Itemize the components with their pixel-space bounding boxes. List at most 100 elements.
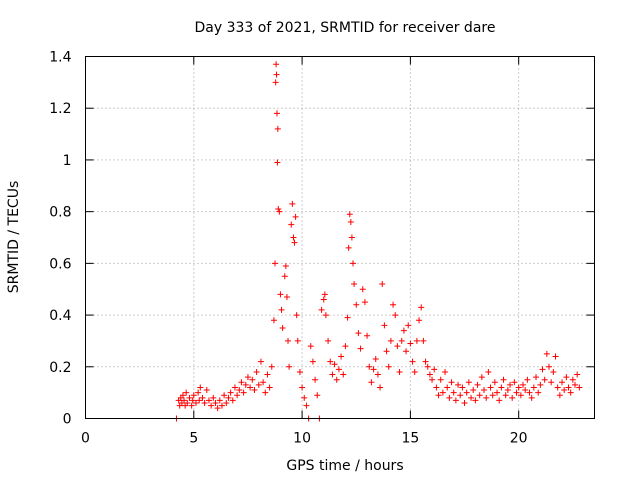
data-point: [274, 159, 281, 166]
data-point: [507, 381, 514, 388]
data-point: [500, 376, 507, 383]
data-point: [465, 379, 472, 386]
data-point: [481, 387, 488, 394]
data-point: [420, 337, 427, 344]
data-point: [273, 61, 280, 68]
data-point: [444, 384, 451, 391]
data-point: [249, 376, 256, 383]
data-point: [448, 379, 455, 386]
data-point: [372, 356, 379, 363]
data-point: [231, 384, 238, 391]
data-point: [569, 376, 576, 383]
data-point: [221, 392, 228, 399]
data-point: [320, 296, 327, 303]
grid-lines: [85, 56, 595, 419]
axis-ticks: [85, 56, 595, 419]
data-point: [509, 394, 516, 401]
data-point: [554, 384, 561, 391]
data-point: [227, 389, 234, 396]
data-point: [283, 293, 290, 300]
data-point: [476, 392, 483, 399]
data-point: [281, 273, 288, 280]
data-point: [273, 71, 280, 78]
data-point: [494, 389, 501, 396]
data-point: [537, 381, 544, 388]
data-point: [203, 387, 210, 394]
data-point: [234, 392, 241, 399]
data-point: [387, 337, 394, 344]
data-point: [333, 376, 340, 383]
data-point: [299, 384, 306, 391]
data-point: [218, 402, 225, 409]
data-point: [229, 397, 236, 404]
data-point: [290, 234, 297, 241]
data-point: [461, 399, 468, 406]
data-point: [277, 291, 284, 298]
data-point: [272, 79, 279, 86]
plot-frame: [85, 56, 595, 419]
data-point: [327, 358, 334, 365]
data-point: [472, 397, 479, 404]
data-point: [411, 368, 418, 375]
data-point: [205, 397, 212, 404]
data-point: [253, 368, 260, 375]
data-point: [392, 312, 399, 319]
data-point: [572, 381, 579, 388]
data-point: [359, 286, 366, 293]
data-point: [374, 371, 381, 378]
data-point: [522, 387, 529, 394]
data-point: [546, 363, 553, 370]
data-point: [275, 206, 282, 213]
data-point: [210, 394, 217, 401]
data-point: [242, 381, 249, 388]
data-point: [279, 325, 286, 331]
data-point: [264, 371, 271, 378]
data-point: [344, 314, 351, 321]
data-point: [201, 399, 208, 406]
data-point: [370, 366, 377, 373]
data-point: [528, 394, 535, 401]
data-point: [260, 379, 267, 386]
data-point: [301, 394, 308, 401]
data-point: [361, 299, 368, 306]
data-point: [400, 327, 407, 334]
data-point: [321, 291, 328, 298]
data-point: [455, 381, 462, 388]
data-point: [491, 379, 498, 386]
data-point: [285, 337, 292, 344]
x-tick-label: 5: [189, 431, 198, 447]
data-point: [208, 402, 215, 409]
data-point: [348, 234, 355, 241]
data-point: [351, 281, 358, 288]
data-point: [407, 340, 414, 347]
data-point: [282, 262, 289, 269]
data-point: [236, 387, 243, 394]
data-point: [322, 312, 329, 319]
data-point: [390, 301, 397, 308]
data-point: [535, 389, 542, 396]
data-point: [470, 387, 477, 394]
data-point: [524, 376, 531, 383]
data-point: [431, 366, 438, 373]
data-point: [274, 125, 281, 132]
data-point: [225, 394, 232, 401]
y-tick-label: 0.2: [49, 360, 71, 376]
data-point: [409, 358, 416, 365]
data-point: [214, 405, 221, 412]
data-point: [183, 389, 190, 396]
data-point: [541, 376, 548, 383]
data-point: [303, 402, 310, 409]
x-tick-label: 15: [401, 431, 419, 447]
data-point: [485, 368, 492, 375]
data-point: [368, 379, 375, 386]
data-point: [426, 371, 433, 378]
data-point: [199, 394, 206, 401]
data-point: [292, 213, 299, 220]
data-point: [435, 392, 442, 399]
data-point: [181, 397, 188, 404]
data-point: [278, 306, 285, 313]
data-point: [383, 348, 390, 355]
data-point: [526, 389, 533, 396]
data-point: [314, 392, 321, 399]
data-point: [489, 392, 496, 399]
